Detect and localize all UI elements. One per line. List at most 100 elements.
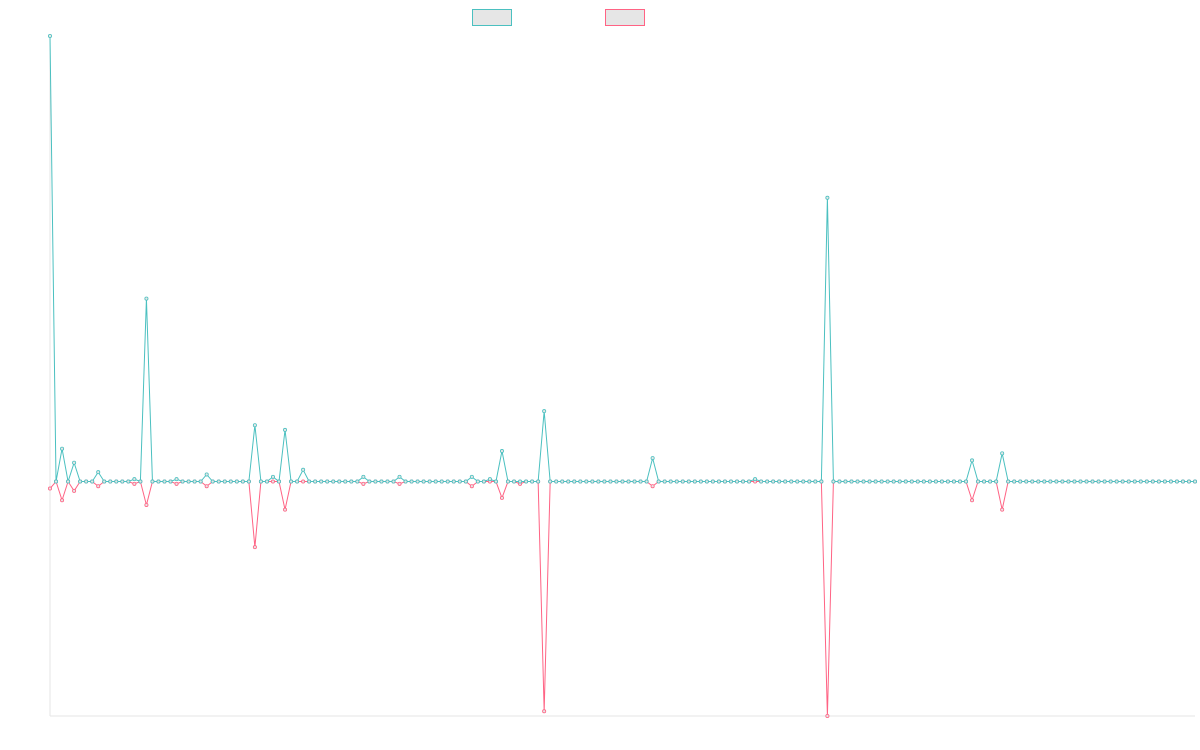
data-point xyxy=(132,481,137,486)
data-point xyxy=(373,479,378,484)
data-point xyxy=(976,479,981,484)
data-point xyxy=(927,479,932,484)
data-point xyxy=(909,479,914,484)
data-point xyxy=(626,479,631,484)
data-point xyxy=(1018,479,1023,484)
data-point xyxy=(295,479,300,484)
data-point xyxy=(385,479,390,484)
data-point xyxy=(361,474,366,479)
data-point xyxy=(861,479,866,484)
data-point xyxy=(578,479,583,484)
data-point xyxy=(48,486,53,491)
data-point xyxy=(1174,479,1179,484)
data-point xyxy=(319,479,324,484)
data-point xyxy=(795,479,800,484)
data-point xyxy=(1162,479,1167,484)
series-line-1 xyxy=(49,35,1195,483)
data-point xyxy=(1084,479,1089,484)
data-point xyxy=(789,479,794,484)
data-point xyxy=(439,479,444,484)
data-point xyxy=(897,479,902,484)
data-point xyxy=(1024,479,1029,484)
data-point xyxy=(499,449,504,454)
data-point xyxy=(264,479,269,484)
data-point xyxy=(1030,479,1035,484)
data-point xyxy=(469,484,474,489)
data-point xyxy=(849,479,854,484)
data-point xyxy=(48,34,53,39)
data-point xyxy=(1150,479,1155,484)
data-point xyxy=(813,479,818,484)
data-point xyxy=(391,479,396,484)
data-point xyxy=(409,479,414,484)
data-point xyxy=(728,479,733,484)
data-point xyxy=(421,479,426,484)
data-point xyxy=(397,481,402,486)
data-point xyxy=(234,479,239,484)
data-point xyxy=(542,709,547,714)
data-point xyxy=(939,479,944,484)
data-point xyxy=(1132,479,1137,484)
data-point xyxy=(614,479,619,484)
data-point xyxy=(801,479,806,484)
data-point xyxy=(415,479,420,484)
data-point xyxy=(1126,479,1131,484)
axes xyxy=(49,36,1195,717)
series-group xyxy=(48,34,1198,719)
data-point xyxy=(289,479,294,484)
data-point xyxy=(1042,479,1047,484)
data-point xyxy=(1108,479,1113,484)
data-point xyxy=(608,479,613,484)
data-point xyxy=(445,479,450,484)
data-point xyxy=(283,507,288,512)
data-point xyxy=(951,479,956,484)
data-point xyxy=(735,479,740,484)
data-point xyxy=(60,498,65,503)
data-point xyxy=(102,479,107,484)
data-point xyxy=(1048,479,1053,484)
data-point xyxy=(144,502,149,507)
data-point xyxy=(783,479,788,484)
data-point xyxy=(379,479,384,484)
data-point xyxy=(819,479,824,484)
data-point xyxy=(771,479,776,484)
data-point xyxy=(192,479,197,484)
data-point xyxy=(198,479,203,484)
data-point xyxy=(590,479,595,484)
data-point xyxy=(524,479,529,484)
data-point xyxy=(1114,479,1119,484)
data-point xyxy=(638,479,643,484)
data-point xyxy=(228,479,233,484)
data-point xyxy=(301,467,306,472)
data-point xyxy=(994,479,999,484)
data-point xyxy=(90,479,95,484)
data-point xyxy=(837,479,842,484)
data-point xyxy=(337,479,342,484)
data-point xyxy=(156,479,161,484)
data-point xyxy=(66,479,71,484)
data-point xyxy=(1180,479,1185,484)
data-point xyxy=(741,479,746,484)
data-point xyxy=(843,479,848,484)
data-point xyxy=(60,446,65,451)
data-point xyxy=(1156,479,1161,484)
data-point xyxy=(879,479,884,484)
data-point xyxy=(650,456,655,461)
data-point xyxy=(1054,479,1059,484)
data-point xyxy=(885,479,890,484)
data-point xyxy=(915,479,920,484)
data-point xyxy=(258,479,263,484)
data-point xyxy=(1060,479,1065,484)
data-point xyxy=(180,479,185,484)
data-point xyxy=(602,479,607,484)
data-point xyxy=(216,479,221,484)
data-point xyxy=(1138,479,1143,484)
data-point xyxy=(644,479,649,484)
data-point xyxy=(451,479,456,484)
data-point xyxy=(945,479,950,484)
data-point xyxy=(988,479,993,484)
data-point xyxy=(427,479,432,484)
data-point xyxy=(1072,479,1077,484)
data-point xyxy=(572,479,577,484)
